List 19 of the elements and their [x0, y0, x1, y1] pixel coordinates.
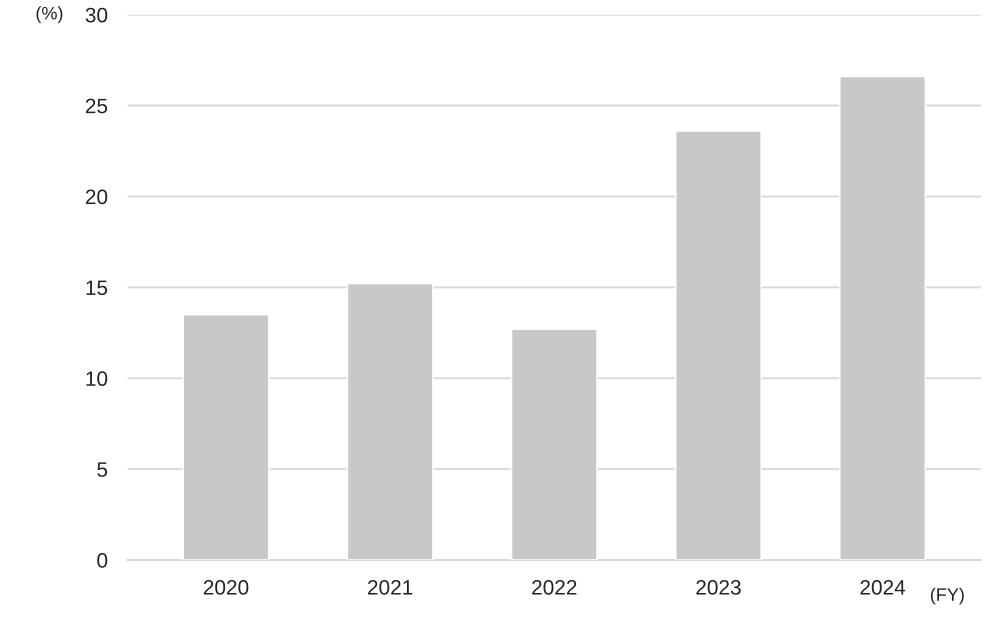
y-tick-label: 15	[86, 280, 108, 296]
x-tick-label: 2023	[696, 580, 741, 595]
y-tick-label: 20	[86, 189, 108, 204]
y-tick-label: 5	[97, 462, 108, 477]
y-tick-label: 25	[86, 98, 108, 114]
bar	[675, 130, 762, 560]
y-tick-label: 30	[86, 8, 108, 22]
y-tick-label: 10	[86, 371, 108, 386]
y-axis-title: (%)	[36, 6, 62, 24]
x-tick-label: 2021	[368, 580, 412, 595]
x-tick-label: 2024	[860, 580, 906, 595]
bar	[346, 283, 434, 560]
bar	[510, 328, 598, 560]
x-tick-label: 2022	[532, 580, 576, 595]
x-axis-title: (FY)	[930, 588, 964, 605]
bar	[839, 76, 926, 560]
y-tick-label: 0	[97, 553, 108, 568]
bar	[182, 314, 270, 560]
x-tick-label: 2020	[204, 580, 248, 595]
